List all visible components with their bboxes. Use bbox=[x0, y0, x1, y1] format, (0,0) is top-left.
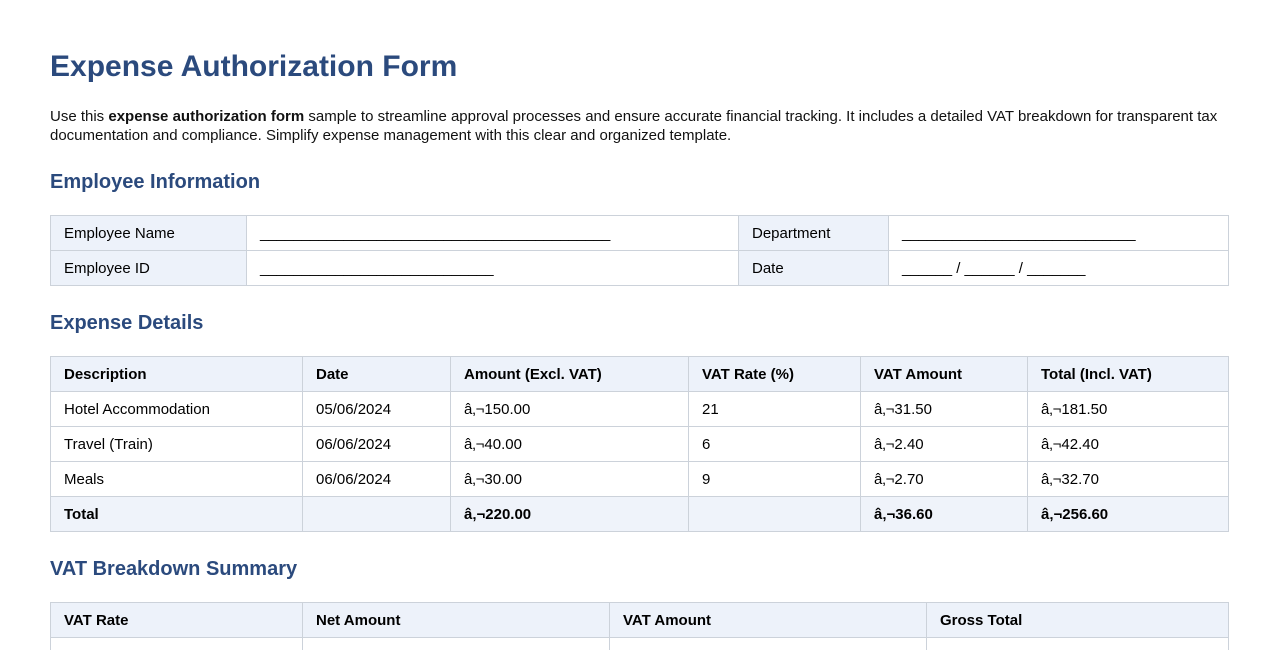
date-label: Date bbox=[738, 250, 889, 286]
intro-text-prefix: Use this bbox=[50, 108, 109, 125]
employee-info-table: Employee Name __________________________… bbox=[50, 215, 1229, 286]
cell-description: Travel (Train) bbox=[50, 426, 303, 462]
cell-description: Hotel Accommodation bbox=[50, 391, 303, 427]
cell-empty bbox=[302, 637, 610, 650]
column-header-vat-rate: VAT Rate (%) bbox=[688, 356, 861, 392]
cell-total-gross: â‚¬256.60 bbox=[1027, 496, 1229, 532]
section-heading-vat-breakdown-summary: VAT Breakdown Summary bbox=[50, 558, 298, 580]
table-row bbox=[50, 637, 1229, 650]
intro-paragraph: Use this expense authorization form samp… bbox=[50, 108, 1228, 145]
cell-vat-rate: 9 bbox=[688, 461, 861, 497]
employee-name-blank-field: ________________________________________… bbox=[246, 215, 739, 251]
table-header-row: VAT Rate Net Amount VAT Amount Gross Tot… bbox=[50, 602, 1229, 638]
cell-vat-amount: â‚¬2.70 bbox=[860, 461, 1028, 497]
column-header-vat-amount: VAT Amount bbox=[609, 602, 927, 638]
expense-details-table: Description Date Amount (Excl. VAT) VAT … bbox=[50, 356, 1229, 532]
department-blank-field: ____________________________ bbox=[888, 215, 1229, 251]
cell-total: â‚¬32.70 bbox=[1027, 461, 1229, 497]
department-label: Department bbox=[738, 215, 889, 251]
employee-name-label: Employee Name bbox=[50, 215, 247, 251]
section-heading-employee-information: Employee Information bbox=[50, 171, 261, 193]
cell-date: 06/06/2024 bbox=[302, 426, 451, 462]
employee-id-blank-field: ____________________________ bbox=[246, 250, 739, 286]
date-blank-field: ______ / ______ / _______ bbox=[888, 250, 1229, 286]
cell-empty bbox=[926, 637, 1229, 650]
column-header-amount-excl-vat: Amount (Excl. VAT) bbox=[450, 356, 689, 392]
column-header-date: Date bbox=[302, 356, 451, 392]
table-row: Meals 06/06/2024 â‚¬30.00 9 â‚¬2.70 â‚¬3… bbox=[50, 461, 1229, 497]
cell-description: Meals bbox=[50, 461, 303, 497]
intro-text-suffix: sample to streamline approval processes … bbox=[50, 108, 1218, 144]
table-row: Travel (Train) 06/06/2024 â‚¬40.00 6 â‚¬… bbox=[50, 426, 1229, 462]
cell-vat-amount: â‚¬2.40 bbox=[860, 426, 1028, 462]
cell-empty bbox=[50, 637, 303, 650]
cell-date: 06/06/2024 bbox=[302, 461, 451, 497]
page-title: Expense Authorization Form bbox=[50, 50, 458, 83]
employee-id-label: Employee ID bbox=[50, 250, 247, 286]
cell-vat-amount: â‚¬31.50 bbox=[860, 391, 1028, 427]
cell-empty bbox=[688, 496, 861, 532]
cell-amount: â‚¬40.00 bbox=[450, 426, 689, 462]
document-page: Expense Authorization Form Use this expe… bbox=[0, 50, 1278, 650]
vat-breakdown-summary-table: VAT Rate Net Amount VAT Amount Gross Tot… bbox=[50, 602, 1229, 650]
column-header-gross-total: Gross Total bbox=[926, 602, 1229, 638]
table-row: Employee ID ____________________________… bbox=[50, 250, 1229, 286]
table-row: Hotel Accommodation 05/06/2024 â‚¬150.00… bbox=[50, 391, 1229, 427]
cell-empty bbox=[302, 496, 451, 532]
cell-total-vat-amount: â‚¬36.60 bbox=[860, 496, 1028, 532]
cell-total-label: Total bbox=[50, 496, 303, 532]
intro-text-bold: expense authorization form bbox=[108, 108, 305, 125]
cell-total: â‚¬42.40 bbox=[1027, 426, 1229, 462]
column-header-vat-amount: VAT Amount bbox=[860, 356, 1028, 392]
table-row: Employee Name __________________________… bbox=[50, 215, 1229, 251]
column-header-description: Description bbox=[50, 356, 303, 392]
column-header-vat-rate: VAT Rate bbox=[50, 602, 303, 638]
table-total-row: Total â‚¬220.00 â‚¬36.60 â‚¬256.60 bbox=[50, 496, 1229, 532]
column-header-net-amount: Net Amount bbox=[302, 602, 610, 638]
column-header-total-incl-vat: Total (Incl. VAT) bbox=[1027, 356, 1229, 392]
cell-amount: â‚¬30.00 bbox=[450, 461, 689, 497]
cell-date: 05/06/2024 bbox=[302, 391, 451, 427]
table-header-row: Description Date Amount (Excl. VAT) VAT … bbox=[50, 356, 1229, 392]
cell-empty bbox=[609, 637, 927, 650]
cell-total-amount: â‚¬220.00 bbox=[450, 496, 689, 532]
section-heading-expense-details: Expense Details bbox=[50, 312, 204, 334]
cell-vat-rate: 6 bbox=[688, 426, 861, 462]
cell-amount: â‚¬150.00 bbox=[450, 391, 689, 427]
cell-total: â‚¬181.50 bbox=[1027, 391, 1229, 427]
cell-vat-rate: 21 bbox=[688, 391, 861, 427]
